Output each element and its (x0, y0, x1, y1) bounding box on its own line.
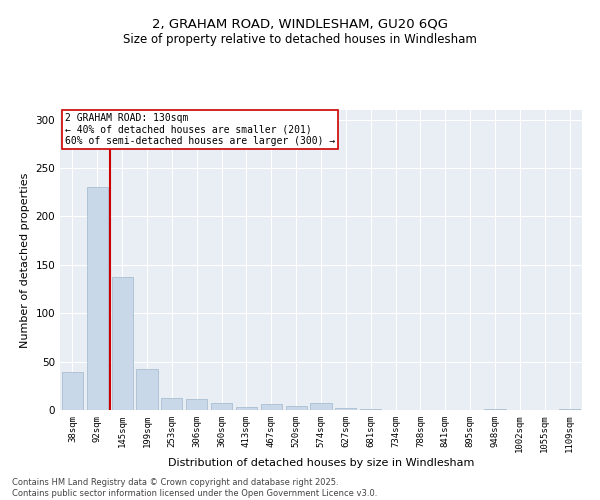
Bar (484, 409, 506, 410)
X-axis label: Distribution of detached houses by size in Windlesham: Distribution of detached houses by size … (168, 458, 474, 468)
Text: 2 GRAHAM ROAD: 130sqm
← 40% of detached houses are smaller (201)
60% of semi-det: 2 GRAHAM ROAD: 130sqm ← 40% of detached … (65, 113, 335, 146)
Text: Size of property relative to detached houses in Windlesham: Size of property relative to detached ho… (123, 32, 477, 46)
Bar (161, 398, 182, 410)
Bar (186, 400, 207, 410)
Text: Contains HM Land Registry data © Crown copyright and database right 2025.
Contai: Contains HM Land Registry data © Crown c… (12, 478, 377, 498)
Bar (112, 278, 133, 410)
Bar (310, 403, 332, 410)
Bar (136, 370, 158, 410)
Bar (236, 407, 257, 410)
Bar (261, 404, 282, 410)
Bar (360, 409, 381, 410)
Bar (62, 372, 83, 410)
Bar (211, 403, 232, 410)
Bar (335, 408, 356, 410)
Bar (286, 406, 307, 410)
Y-axis label: Number of detached properties: Number of detached properties (20, 172, 30, 348)
Bar (559, 409, 580, 410)
Bar (87, 188, 108, 410)
Text: 2, GRAHAM ROAD, WINDLESHAM, GU20 6QG: 2, GRAHAM ROAD, WINDLESHAM, GU20 6QG (152, 18, 448, 30)
